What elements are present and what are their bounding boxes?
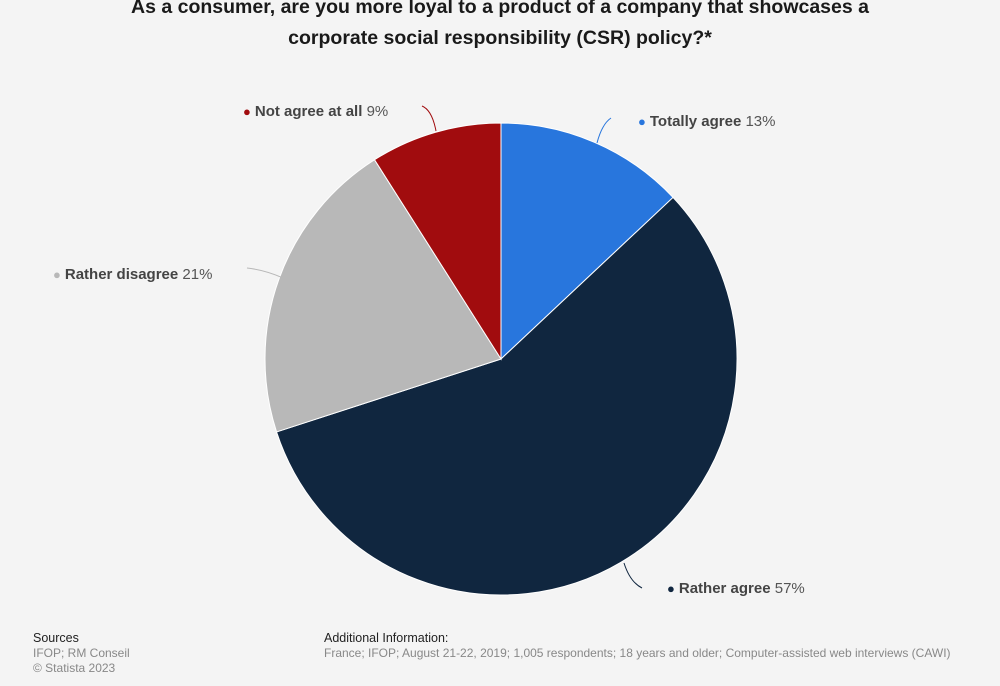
slice-label: Not agree at all (254, 103, 363, 120)
sources-text: IFOP; RM Conseil (33, 646, 130, 660)
label-not-agree-at-all: ● Not agree at all 9% (243, 103, 388, 120)
additional-info-text: France; IFOP; August 21-22, 2019; 1,005 … (324, 646, 951, 660)
chart-title: As a consumer, are you more loyal to a p… (0, 0, 1000, 54)
copyright: © Statista 2023 (33, 661, 116, 675)
pie-slice-totally-agree (500, 122, 674, 361)
slice-label: Rather agree (678, 580, 771, 597)
slice-value: 9% (366, 103, 389, 120)
label-rather-disagree: ● Rather disagree 21% (53, 266, 212, 283)
slice-value: 21% (182, 266, 213, 283)
connector-not-agree (421, 105, 437, 132)
slice-value: 57% (774, 580, 805, 597)
bullet-icon: ● (667, 581, 675, 596)
bullet-icon: ● (638, 114, 646, 129)
slice-label: Totally agree (649, 113, 742, 130)
additional-info-heading: Additional Information: (324, 631, 449, 645)
sources-block: Sources IFOP; RM Conseil © Statista 2023 (33, 631, 130, 676)
pie-slice-not-agree-at-all (373, 122, 502, 361)
label-rather-agree: ● Rather agree 57% (667, 580, 805, 597)
pie-slice-rather-agree (275, 196, 738, 596)
slice-value: 13% (745, 113, 776, 130)
pie-slice-rather-disagree (264, 159, 502, 433)
connector-totally-agree (596, 117, 612, 144)
slice-label: Rather disagree (64, 266, 179, 283)
bullet-icon: ● (53, 267, 61, 282)
chart-title-line-2: corporate social responsibility (CSR) po… (288, 27, 712, 49)
chart-title-line-1: As a consumer, are you more loyal to a p… (131, 0, 869, 18)
label-totally-agree: ● Totally agree 13% (638, 113, 775, 130)
bullet-icon: ● (243, 104, 251, 119)
additional-info-block: Additional Information: France; IFOP; Au… (324, 631, 951, 661)
connector-rather-disagree (246, 267, 284, 279)
connector-rather-agree (623, 562, 643, 589)
sources-heading: Sources (33, 631, 79, 645)
